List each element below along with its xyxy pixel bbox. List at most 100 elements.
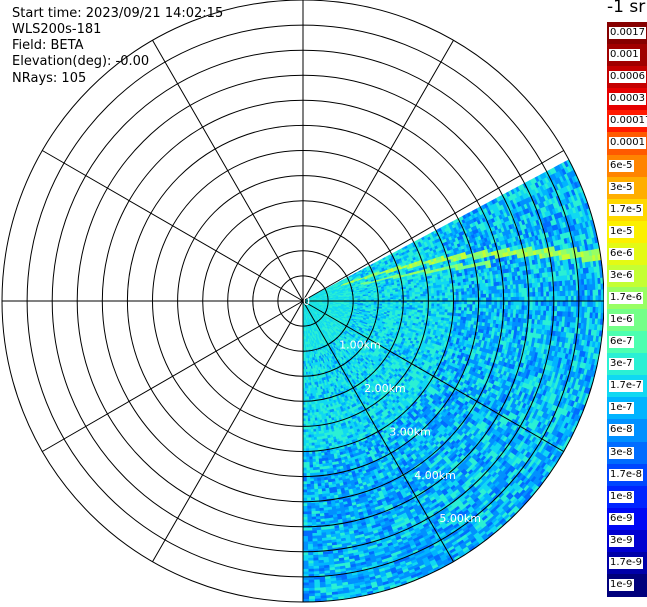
range-gate-cell: [496, 289, 501, 294]
range-gate-cell: [554, 306, 558, 312]
range-gate-cell: [466, 287, 470, 292]
range-gate-cell: [521, 301, 525, 306]
range-gate-cell: [482, 286, 487, 291]
range-gate-cell: [480, 290, 484, 295]
range-gate-cell: [515, 288, 520, 294]
range-gate-cell: [469, 304, 473, 309]
range-gate-cell: [471, 287, 476, 292]
range-gate-cell: [532, 292, 536, 298]
range-gate-cell: [578, 290, 583, 297]
range-gate-cell: [570, 301, 575, 308]
range-gate-cell: [488, 308, 492, 313]
range-gate-cell: [455, 310, 459, 314]
range-gate-cell: [496, 301, 501, 306]
range-gate-cell: [521, 288, 525, 294]
range-gate-cell: [463, 288, 468, 293]
range-gate-cell: [499, 308, 503, 314]
range-gate-cell: [548, 310, 553, 317]
range-gate-cell: [581, 290, 586, 297]
range-gate-cell: [447, 295, 451, 299]
range-gate-cell: [483, 290, 487, 295]
range-gate-cell: [439, 290, 443, 294]
range-gate-cell: [444, 292, 449, 296]
range-gate-cell: [510, 305, 514, 310]
range-gate-cell: [516, 301, 520, 306]
range-gate-cell: [570, 290, 575, 297]
range-gate-cell: [469, 287, 473, 292]
range-gate-cell: [411, 292, 416, 295]
range-gate-cell: [442, 295, 446, 299]
range-gate-cell: [537, 291, 542, 298]
range-gate-cell: [543, 291, 547, 297]
range-gate-cell: [439, 306, 443, 310]
range-gate-cell: [412, 303, 416, 306]
range-gate-cell: [439, 300, 443, 305]
range-gate-cell: [480, 301, 484, 306]
range-gate-cell: [434, 295, 438, 299]
range-gate-cell: [455, 288, 459, 293]
range-gate-cell: [518, 305, 523, 311]
range-gate-cell: [595, 301, 599, 308]
range-gate-cell: [546, 301, 550, 307]
range-gate-cell: [570, 285, 574, 292]
range-gate-cell: [505, 305, 509, 310]
range-gate-cell: [504, 289, 509, 294]
range-gate-cell: [546, 291, 550, 297]
range-gate-cell: [529, 301, 534, 307]
range-gate-cell: [518, 292, 523, 298]
range-gate-cell: [543, 305, 547, 312]
range-gate-cell: [431, 300, 435, 305]
range-gate-cell: [579, 301, 583, 308]
range-gate-cell: [417, 300, 421, 304]
range-gate-cell: [466, 301, 471, 305]
range-gate-cell: [436, 295, 441, 299]
range-gate-cell: [444, 286, 448, 291]
range-gate-cell: [455, 301, 460, 305]
range-gate-cell: [540, 310, 544, 316]
range-gate-cell: [543, 301, 547, 307]
range-gate-cell: [439, 292, 443, 297]
range-gate-cell: [524, 292, 528, 298]
range-gate-cell: [469, 291, 473, 295]
range-gate-cell: [567, 306, 572, 313]
range-gate-cell: [491, 293, 495, 298]
backscatter-field: [302, 159, 604, 603]
range-gate-cell: [510, 288, 514, 294]
range-gate-cell: [474, 304, 479, 309]
range-gate-cell: [562, 301, 566, 307]
range-gate-cell: [474, 290, 479, 295]
range-gate-cell: [496, 308, 501, 314]
range-gate-cell: [589, 306, 594, 314]
range-gate-cell: [461, 294, 465, 299]
range-gate-cell: [464, 301, 468, 305]
range-gate-cell: [592, 306, 596, 314]
range-gate-cell: [507, 309, 512, 314]
range-gate-cell: [463, 310, 468, 315]
range-gate-cell: [598, 307, 602, 314]
range-gate-cell: [488, 301, 493, 306]
range-gate-cell: [573, 285, 577, 292]
range-gate-cell: [592, 289, 596, 297]
range-gate-cell: [507, 284, 511, 290]
range-gate-cell: [598, 301, 602, 308]
range-gate-cell: [595, 306, 599, 314]
range-gate-cell: [412, 294, 416, 298]
range-gate-cell: [567, 290, 572, 297]
range-gate-cell: [516, 292, 520, 298]
range-gate-cell: [436, 303, 441, 307]
range-gate-cell: [532, 310, 536, 316]
range-gate-cell: [395, 297, 400, 300]
range-gate-cell: [548, 291, 553, 297]
range-gate-cell: [510, 292, 514, 298]
range-gate-cell: [540, 286, 544, 293]
range-gate-cell: [442, 306, 446, 310]
range-gate-cell: [584, 306, 588, 313]
range-gate-cell: [565, 285, 569, 292]
range-gate-cell: [537, 305, 542, 311]
range-gate-cell: [496, 293, 501, 298]
range-gate-cell: [567, 311, 572, 318]
range-gate-cell: [461, 304, 465, 308]
range-gate-cell: [559, 306, 564, 312]
range-gate-cell: [578, 284, 583, 291]
range-gate-cell: [504, 309, 509, 314]
